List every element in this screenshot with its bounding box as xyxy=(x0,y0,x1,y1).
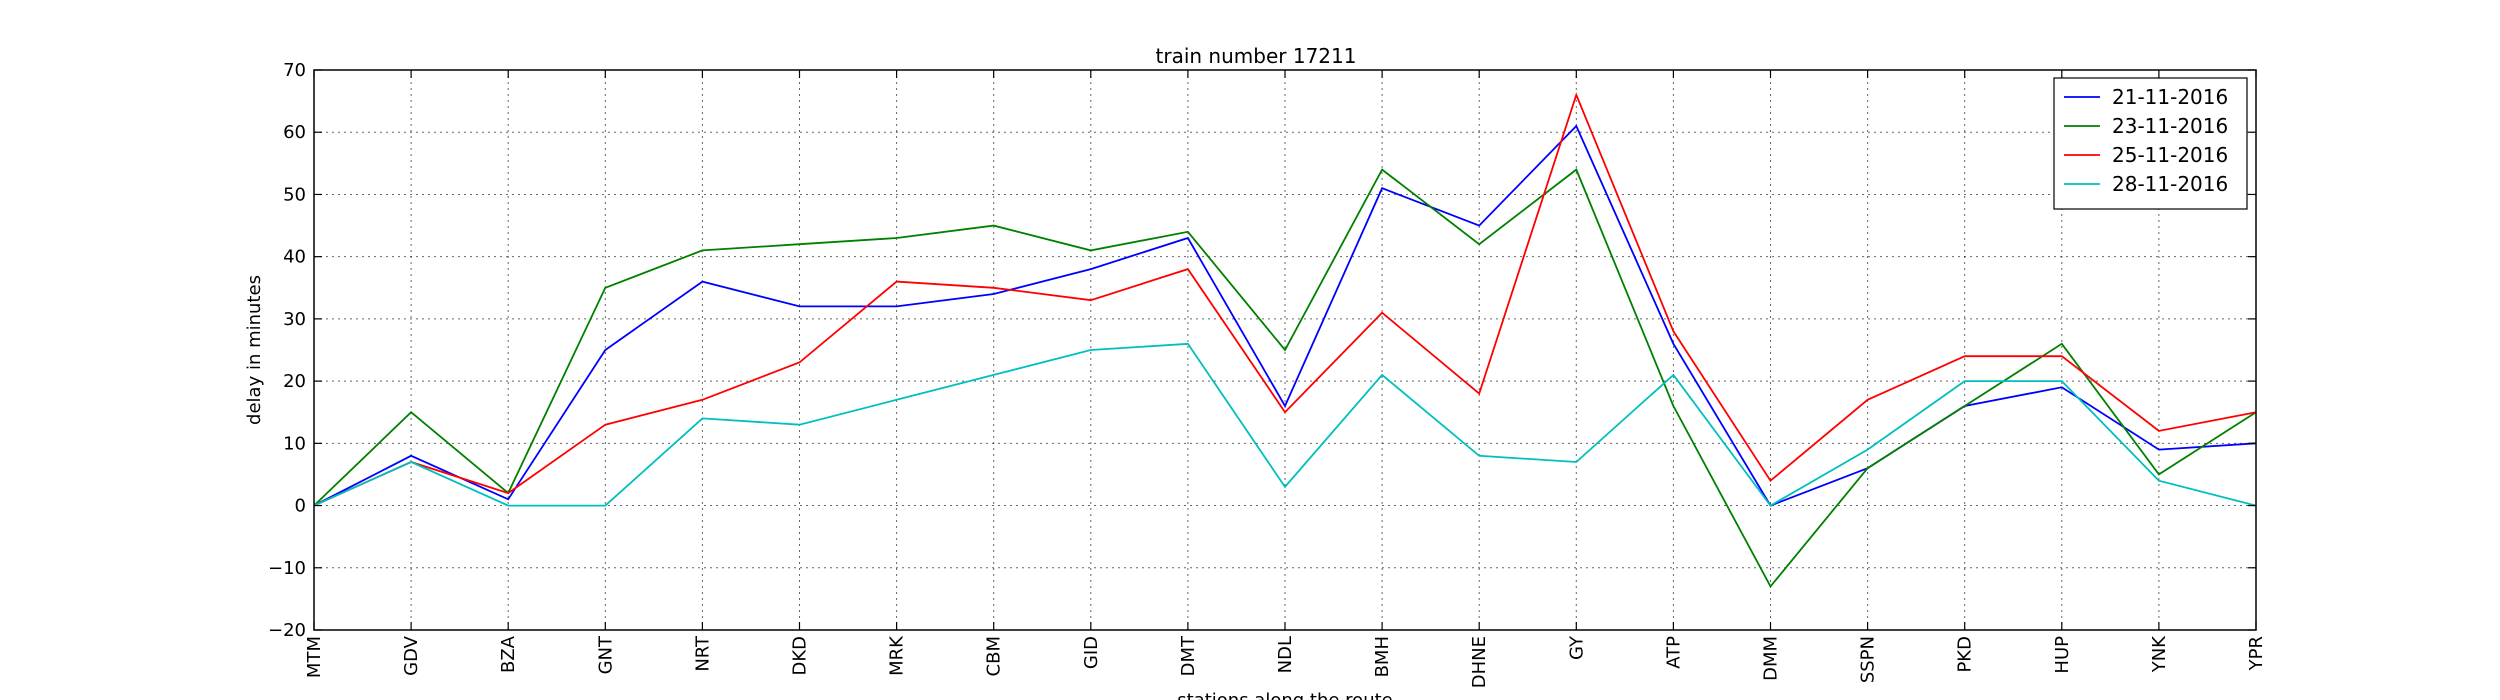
y-axis-ticks: −20 −10 0 10 20 30 40 50 60 70 xyxy=(268,60,2256,641)
x-tick-label: PKD xyxy=(1955,636,1976,673)
legend-label: 28-11-2016 xyxy=(2112,172,2228,196)
x-tick-label: DKD xyxy=(790,636,811,676)
x-tick-label: SSPN xyxy=(1858,636,1879,683)
x-tick-label: NRT xyxy=(692,635,713,672)
x-axis-ticks: MTM GDV BZA GNT NRT DKD MRK CBM GID DMT NDL BMH DHNE… xyxy=(304,70,2267,688)
x-tick-label: MRK xyxy=(887,635,908,676)
x-tick-label: DMT xyxy=(1178,635,1199,676)
legend-label: 23-11-2016 xyxy=(2112,114,2228,138)
y-tick-label: 30 xyxy=(283,309,306,330)
series-line-2 xyxy=(313,168,2257,589)
y-tick-label: −10 xyxy=(268,558,306,579)
legend-box xyxy=(2053,77,2248,210)
legend-label: 25-11-2016 xyxy=(2112,143,2228,167)
y-tick-label: 20 xyxy=(283,371,306,392)
y-tick-label: 0 xyxy=(295,496,306,517)
chart-title: train number 17211 xyxy=(1156,44,1357,68)
y-tick-label: −20 xyxy=(268,620,306,641)
x-tick-label: MTM xyxy=(304,636,325,678)
x-tick-label: GY xyxy=(1566,635,1587,660)
x-tick-label: BMH xyxy=(1372,636,1393,677)
y-tick-label: 50 xyxy=(283,184,306,205)
x-tick-label: GNT xyxy=(595,635,616,674)
x-tick-label: YPR xyxy=(2246,636,2267,671)
series-line-4 xyxy=(313,342,2257,507)
x-tick-label: DMM xyxy=(1761,636,1782,681)
x-tick-label: NDL xyxy=(1275,636,1296,673)
series-lines xyxy=(313,92,2257,589)
legend-label: 21-11-2016 xyxy=(2112,85,2228,109)
legend: 21-11-2016 23-11-2016 25-11-2016 28-11-2016 xyxy=(2053,77,2248,210)
y-axis-label: delay in minutes xyxy=(244,275,265,425)
x-axis-label: stations along the route xyxy=(1177,690,1392,700)
x-tick-label: HUP xyxy=(2052,636,2073,674)
y-tick-label: 60 xyxy=(283,122,306,143)
x-tick-label: GID xyxy=(1081,636,1102,669)
x-tick-label: ATP xyxy=(1663,636,1684,669)
x-tick-label: BZA xyxy=(498,635,519,673)
x-tick-label: DHNE xyxy=(1469,636,1490,688)
y-tick-label: 70 xyxy=(283,60,306,81)
x-tick-label: CBM xyxy=(984,636,1005,676)
x-tick-label: YNK xyxy=(2149,635,2170,673)
series-line-3 xyxy=(313,92,2257,507)
x-tick-label: GDV xyxy=(401,635,422,675)
y-tick-label: 10 xyxy=(283,433,306,454)
y-tick-label: 40 xyxy=(283,247,306,268)
